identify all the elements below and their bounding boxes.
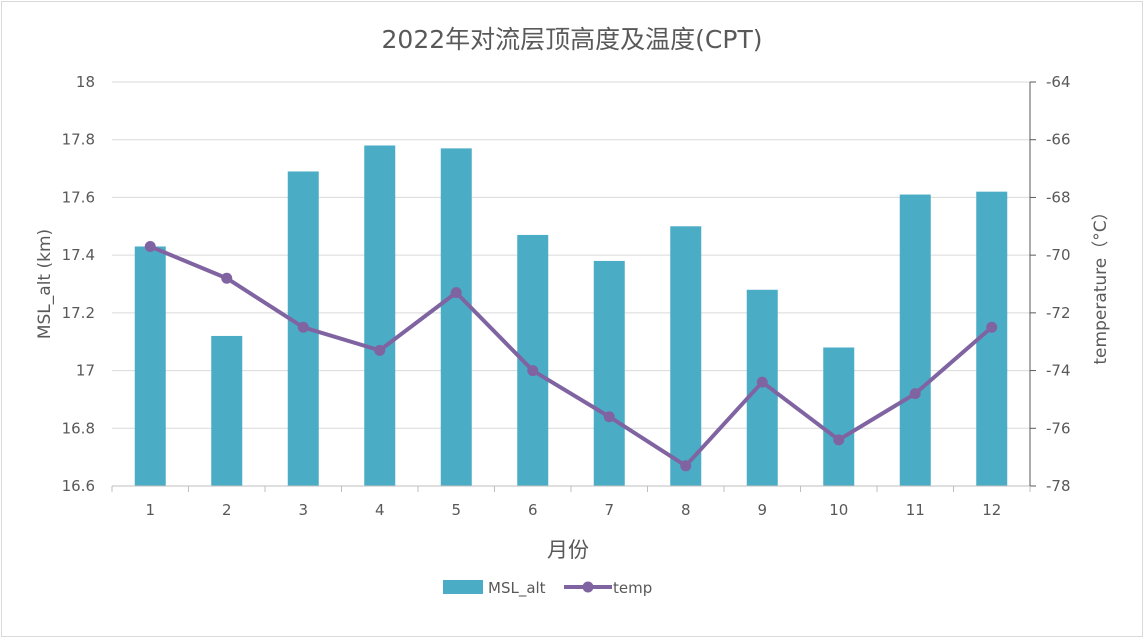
y2-tick-label: -74 [1046, 362, 1071, 380]
x-axis-ticks: 1 2 3 4 5 6 7 8 9 10 11 12 [111, 486, 1031, 519]
y-axis-ticks: 18 17.8 17.6 17.4 17.2 17 16.8 16.6 [62, 73, 95, 495]
y2-tick-label: -68 [1046, 188, 1071, 206]
y-tick-label: 18 [76, 73, 95, 91]
temp-point [756, 376, 768, 388]
bar [364, 145, 396, 486]
legend-swatch-msl-alt [443, 580, 483, 594]
x-tick-label: 3 [298, 501, 308, 519]
bar [211, 335, 243, 486]
y2-tick-label: -78 [1046, 477, 1071, 495]
temp-point [603, 411, 615, 423]
axes [112, 82, 1031, 487]
legend-label-msl-alt: MSL_alt [488, 579, 546, 598]
bar-series [134, 145, 1008, 487]
x-tick-label: 6 [528, 501, 538, 519]
y2-axis-ticks: -64 -66 -68 -70 -72 -74 -76 -78 [1030, 73, 1071, 495]
x-tick-label: 12 [982, 501, 1001, 519]
x-axis-title: 月份 [547, 538, 589, 562]
gridlines [112, 81, 1030, 487]
y-axis-title: MSL_alt (km) [35, 229, 55, 339]
bar [670, 226, 702, 487]
chart-title: 2022年对流层顶高度及温度(CPT) [382, 25, 763, 54]
temp-point [986, 321, 998, 333]
y-tick-label: 16.8 [62, 419, 95, 437]
temp-point [374, 344, 386, 356]
temp-point [297, 321, 309, 333]
temp-point [144, 240, 156, 252]
bar [134, 246, 166, 486]
x-tick-label: 4 [375, 501, 385, 519]
x-tick-label: 9 [757, 501, 767, 519]
temp-point [450, 287, 462, 299]
y2-tick-label: -72 [1046, 304, 1071, 322]
x-tick-label: 11 [906, 501, 925, 519]
x-tick-label: 10 [829, 501, 848, 519]
bar [899, 194, 931, 487]
y-tick-label: 17.6 [62, 188, 95, 206]
y-tick-label: 17.8 [62, 131, 95, 149]
temp-point [680, 460, 692, 472]
bar [440, 148, 472, 486]
legend: MSL_alt temp [443, 579, 652, 598]
y-tick-label: 16.6 [62, 477, 95, 495]
y-tick-label: 17.2 [62, 304, 95, 322]
x-tick-label: 8 [681, 501, 691, 519]
bar [593, 260, 625, 486]
y2-tick-label: -66 [1046, 131, 1071, 149]
y-tick-label: 17 [76, 362, 95, 380]
y2-tick-label: -76 [1046, 419, 1071, 437]
bar [823, 347, 855, 486]
y2-tick-label: -70 [1046, 246, 1071, 264]
y-tick-label: 17.4 [62, 246, 95, 264]
temp-point [909, 388, 921, 400]
y2-tick-label: -64 [1046, 73, 1071, 91]
temp-point [527, 365, 539, 377]
x-tick-label: 1 [145, 501, 155, 519]
legend-label-temp: temp [613, 579, 652, 597]
x-tick-label: 5 [451, 501, 461, 519]
legend-marker-temp [582, 581, 594, 593]
line-series [144, 240, 998, 472]
x-tick-label: 2 [222, 501, 232, 519]
temp-line [149, 244, 994, 468]
temp-point [833, 434, 845, 446]
temp-point [221, 272, 233, 284]
y2-axis-title: temperature（°C） [1091, 203, 1111, 364]
x-tick-label: 7 [604, 501, 614, 519]
